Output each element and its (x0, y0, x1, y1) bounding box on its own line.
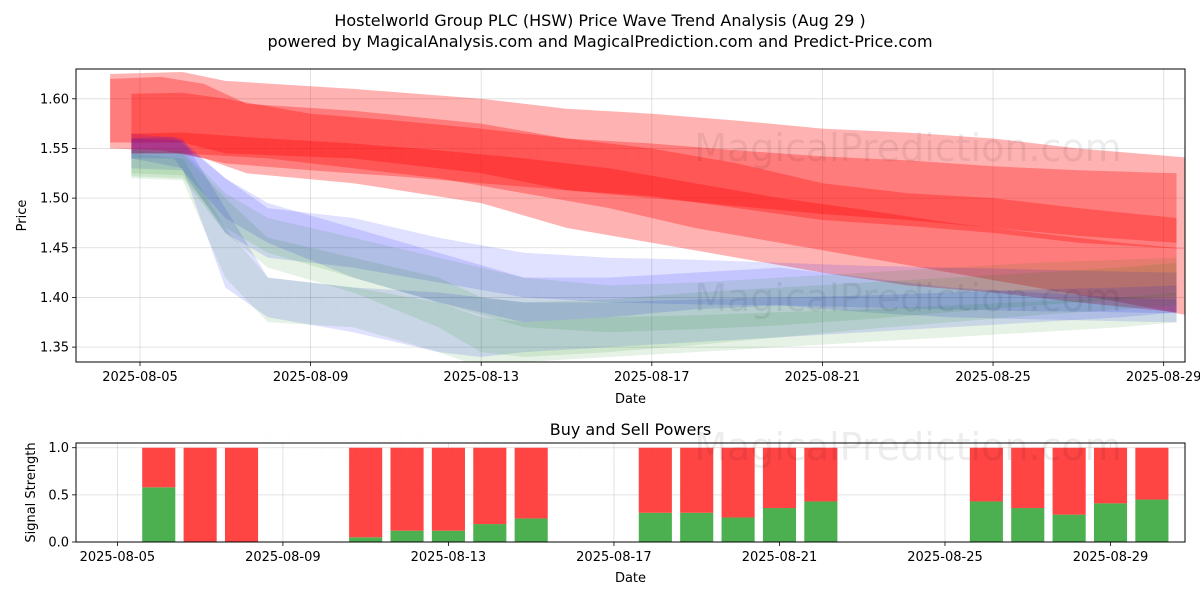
buy-sell-power-chart: 0.0 0.5 1.0 2025-08-05 2025-08-09 2025-08-13 2… (24, 420, 1186, 586)
x-tick-label: 2025-08-21 (785, 370, 861, 385)
sell-bar (349, 447, 383, 538)
x-tick-label: 2025-08-13 (443, 370, 519, 385)
x-tick-label: 2025-08-13 (411, 550, 487, 565)
x-tick-label: 2025-08-25 (955, 370, 1031, 385)
buy-bar (1011, 508, 1045, 542)
y-tick-label: 0.5 (48, 488, 69, 503)
buy-bar (390, 530, 424, 542)
buy-bar (514, 518, 548, 542)
watermark-magicalprediction: MagicalPrediction.com (694, 276, 1122, 320)
x-tick-label: 2025-08-29 (1073, 550, 1149, 565)
plot-frame (75, 442, 1186, 543)
sell-bar (224, 447, 259, 542)
y-tick-label: 1.45 (40, 241, 69, 256)
sell-bar (804, 447, 838, 502)
watermark-magicalprediction: MagicalPrediction.com (694, 126, 1122, 170)
price-band-1 (110, 72, 1185, 250)
x-axis-label: Date (615, 392, 646, 407)
buy-bar (721, 517, 755, 542)
buy-bar (969, 501, 1003, 542)
y-tick-label: 1.40 (40, 291, 69, 306)
y-axis-label: Price (15, 200, 30, 232)
plot-frame (75, 68, 1186, 363)
chart-title-line2: powered by MagicalAnalysis.com and Magic… (267, 32, 932, 51)
y-tick-label: 0.0 (48, 536, 69, 551)
x-tick-label: 2025-08-29 (1126, 370, 1200, 385)
buy-bar (349, 537, 383, 542)
subplot-title: Buy and Sell Powers (550, 420, 712, 439)
x-tick-label: 2025-08-05 (102, 370, 178, 385)
sell-bar (1093, 447, 1128, 504)
sell-bar (762, 447, 797, 509)
buy-bar (1052, 514, 1086, 542)
x-tick-label: 2025-08-17 (614, 370, 690, 385)
sell-bar (1135, 447, 1169, 500)
price-band-4 (131, 132, 1185, 315)
sell-bar (721, 447, 755, 518)
price-band-7 (131, 138, 1177, 323)
watermark-magicalprediction: MagicalPrediction.com (694, 425, 1122, 469)
sell-bar (142, 447, 176, 488)
sell-bar (1052, 447, 1086, 515)
sell-bar (514, 447, 548, 519)
price-band-9 (131, 148, 1177, 333)
sell-bar (473, 447, 507, 525)
watermark-magicalanalysis: MagicalAnalysis.com (261, 126, 656, 170)
x-tick-label: 2025-08-25 (907, 550, 983, 565)
x-tick-label: 2025-08-21 (742, 550, 818, 565)
price-band-10 (131, 150, 1177, 357)
x-tick-label: 2025-08-09 (273, 370, 349, 385)
y-tick-label: 1.35 (40, 341, 69, 356)
sell-bar (183, 447, 217, 542)
price-wave-chart: 1.35 1.40 1.45 1.50 1.55 1.60 2025-08-05 2025-0… (15, 68, 1200, 407)
buy-bar (1093, 503, 1128, 542)
x-tick-label: 2025-08-09 (245, 550, 321, 565)
buy-bar (762, 508, 797, 542)
x-axis-label: Date (615, 571, 646, 586)
sell-bar (431, 447, 465, 531)
buy-bar (142, 487, 176, 542)
y-axis-label: Signal Strength (24, 442, 39, 542)
chart-title-line1: Hostelworld Group PLC (HSW) Price Wave T… (334, 11, 865, 30)
band-group (110, 72, 1185, 362)
price-band-2 (110, 76, 1177, 313)
buy-bar (1135, 499, 1169, 542)
sell-bar (638, 447, 672, 513)
buy-bar (680, 512, 714, 542)
buy-bar (638, 512, 672, 542)
buy-bar (431, 530, 465, 542)
x-tick-label: 2025-08-17 (576, 550, 652, 565)
y-tick-label: 1.55 (40, 142, 69, 157)
price-band-5 (131, 136, 1177, 314)
price-band-6 (131, 133, 1177, 357)
y-tick-label: 1.50 (40, 192, 69, 207)
price-band-8 (131, 153, 1177, 362)
x-tick-label: 2025-08-05 (80, 550, 156, 565)
sell-bar (390, 447, 424, 531)
buy-bar (804, 501, 838, 542)
y-tick-label: 1.0 (48, 441, 69, 456)
price-band-3 (131, 92, 1177, 243)
sell-bar (680, 447, 714, 513)
buy-bar (473, 524, 507, 542)
watermark-magicalanalysis: MagicalAnalysis.com (261, 276, 656, 320)
sell-bar (1011, 447, 1045, 509)
sell-bar (969, 447, 1003, 502)
y-tick-label: 1.60 (40, 92, 69, 107)
